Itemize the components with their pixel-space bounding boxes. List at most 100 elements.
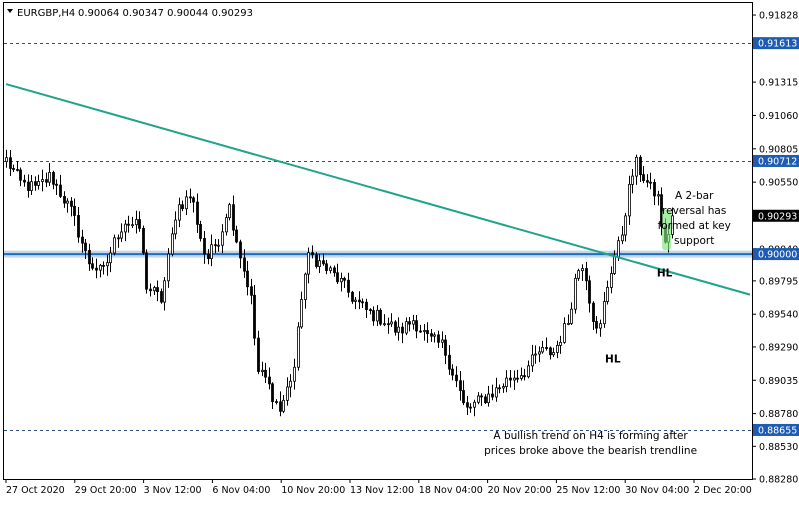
x-tick-label: 20 Nov 20:00 <box>488 485 552 496</box>
candle-body <box>343 278 346 281</box>
candle-body <box>433 334 436 337</box>
candle-body <box>610 273 613 288</box>
candle-body <box>466 402 469 408</box>
trendline-group <box>5 83 751 296</box>
y-tick-label: 0.88780 <box>759 409 798 420</box>
candle-body <box>228 204 231 219</box>
candle-body <box>469 406 472 409</box>
candle-body <box>63 196 66 204</box>
annotation-line: reversal has <box>662 205 726 217</box>
candle-body <box>527 365 530 378</box>
y-tick-label: 0.89540 <box>759 310 798 321</box>
candle-body <box>261 369 264 372</box>
candle-body <box>397 326 400 333</box>
candle-body <box>30 181 33 191</box>
candle-body <box>34 181 37 186</box>
candle-body <box>639 156 642 176</box>
candle-body <box>315 254 318 267</box>
candle-body <box>412 320 415 325</box>
x-tick-label: 30 Nov 04:00 <box>625 485 689 496</box>
candle-body <box>243 257 246 272</box>
candle-body <box>73 205 76 216</box>
annotation-line: support <box>674 235 714 247</box>
candle-body <box>401 326 404 334</box>
candle-body <box>581 268 584 272</box>
candle-body <box>174 219 177 235</box>
candle-body <box>253 294 256 339</box>
x-tick-label: 29 Oct 20:00 <box>75 485 137 496</box>
y-tick-label: 0.91828 <box>759 11 798 22</box>
candle-body <box>365 301 368 310</box>
annotation-line: formed at key <box>658 220 731 232</box>
price-label-text: 0.90000 <box>758 250 797 261</box>
x-tick-label: 2 Dec 20:00 <box>694 485 752 496</box>
candle-body <box>189 196 192 199</box>
price-label-box <box>753 423 799 436</box>
candle-body <box>513 377 516 381</box>
candle-body <box>113 237 116 254</box>
candle-body <box>106 262 109 267</box>
candle-body <box>408 321 411 325</box>
candle-body <box>462 390 465 404</box>
candle-body <box>127 223 130 226</box>
y-tick-label: 0.89795 <box>759 276 798 287</box>
candle-body <box>603 301 606 325</box>
candle-body <box>477 395 480 403</box>
x-tick-label: 27 Oct 2020 <box>6 485 65 496</box>
annotation-line: A bullish trend on H4 is forming after <box>493 430 688 442</box>
candle-body <box>552 352 555 356</box>
candle-body <box>163 280 166 303</box>
candle-body <box>297 326 300 368</box>
candle-body <box>41 179 44 182</box>
candle-body <box>653 182 656 197</box>
candle-body <box>279 401 282 412</box>
candle-body <box>563 323 566 343</box>
price-label-text: 0.90293 <box>758 211 797 222</box>
x-axis: 27 Oct 2020 29 Oct 20:00 3 Nov 12:00 6 Nov … <box>5 479 752 496</box>
candle-body <box>354 299 357 302</box>
candle-body <box>307 252 310 275</box>
candle-body <box>37 181 40 186</box>
candle-body <box>534 353 537 356</box>
candle-body <box>505 377 508 387</box>
candle-body <box>293 366 296 382</box>
symbol-label: EURGBP,H4 <box>17 8 75 19</box>
candle-body <box>286 386 289 401</box>
x-tick-label: 6 Nov 04:00 <box>212 485 270 496</box>
candle-body <box>250 286 253 296</box>
candle-body <box>660 194 663 227</box>
candle-body <box>66 200 69 204</box>
annotation-line: HL <box>657 267 673 279</box>
y-tick-label: 0.90805 <box>759 144 798 155</box>
candle-body <box>423 330 426 332</box>
candle-body <box>135 219 138 226</box>
candle-body <box>671 215 674 235</box>
candle-body <box>588 280 591 304</box>
candle-body <box>437 334 440 343</box>
candle-body <box>585 268 588 282</box>
annotation-line: A 2-bar <box>675 190 714 202</box>
candle-body <box>88 250 91 265</box>
candle-body <box>520 375 523 379</box>
candle-body <box>246 270 249 288</box>
x-tick-label: 13 Nov 12:00 <box>350 485 414 496</box>
candle-body <box>567 323 570 325</box>
candle-body <box>84 242 87 251</box>
candle-body <box>19 169 22 181</box>
candle-body <box>138 219 141 229</box>
candle-body <box>239 241 242 259</box>
symbol-dropdown-icon[interactable] <box>7 9 13 13</box>
candle-body <box>361 301 364 304</box>
candle-body <box>210 244 213 260</box>
candle-body <box>282 399 285 412</box>
candle-body <box>541 347 544 353</box>
candle-body <box>379 309 382 325</box>
reversal-highlight-box <box>662 209 672 251</box>
candle-body <box>448 354 451 370</box>
candle-body <box>606 287 609 302</box>
candle-body <box>160 291 163 303</box>
candle-body <box>5 157 8 163</box>
candle-body <box>167 253 170 282</box>
candle-body <box>649 181 652 184</box>
candle-body <box>325 263 328 271</box>
